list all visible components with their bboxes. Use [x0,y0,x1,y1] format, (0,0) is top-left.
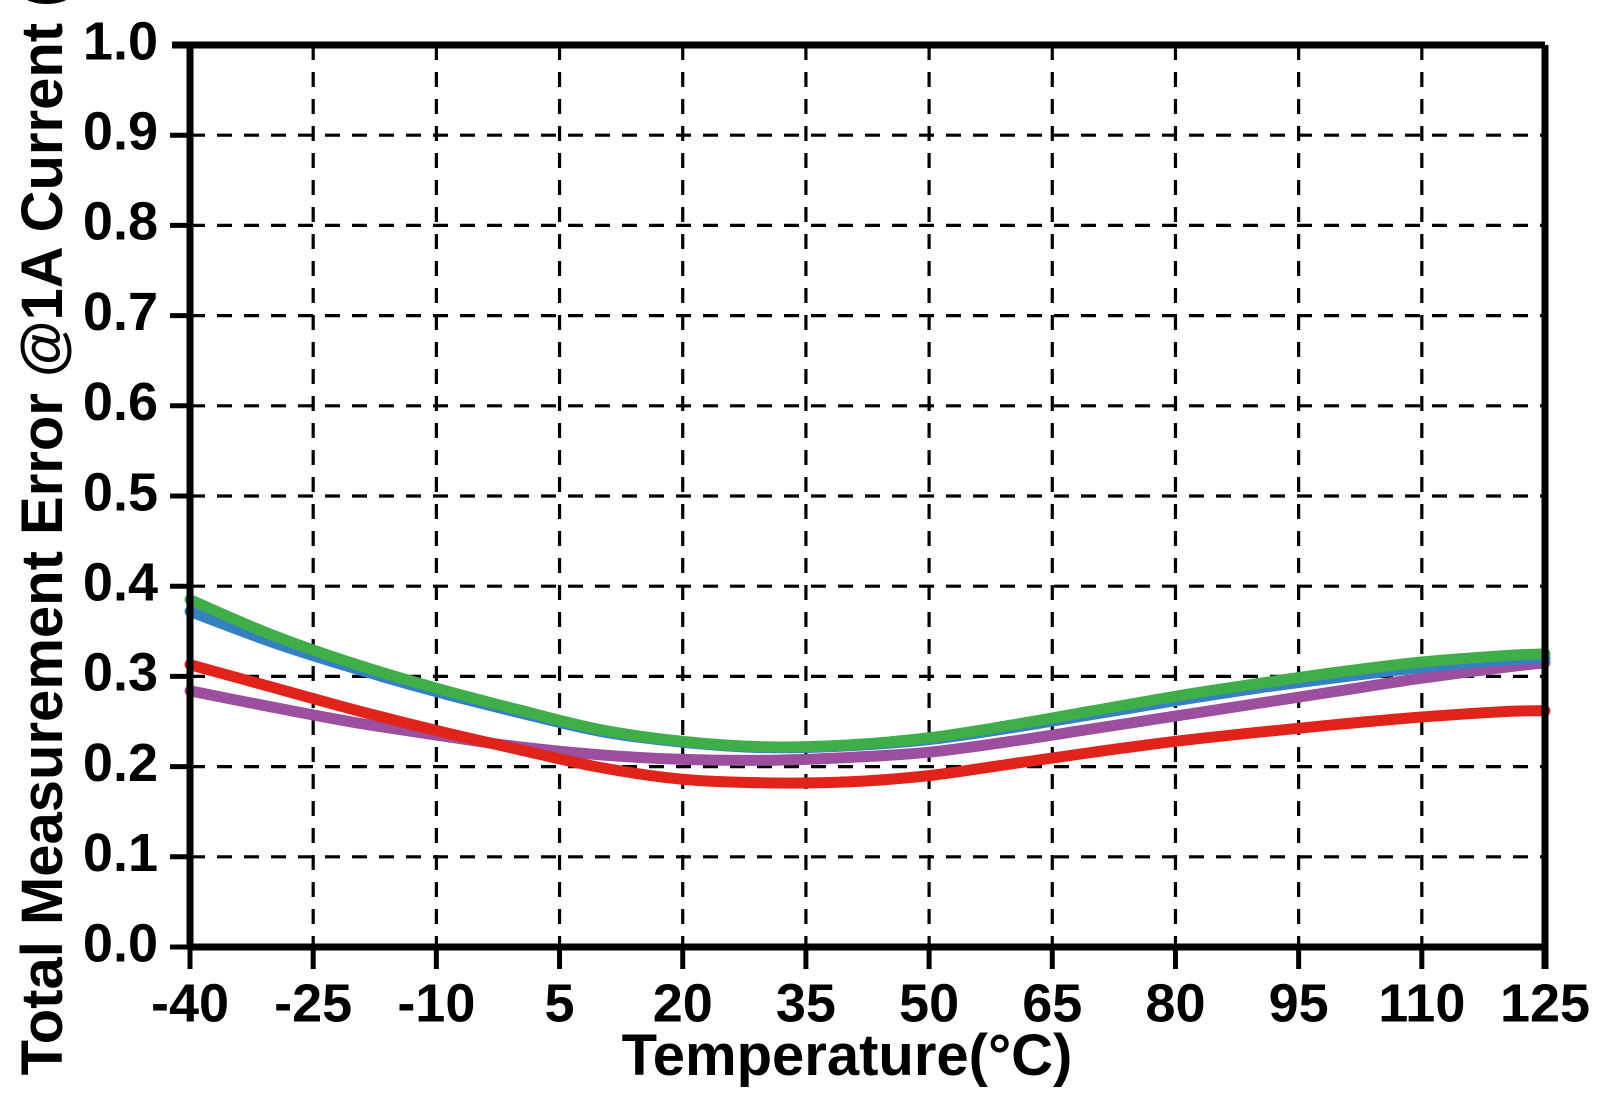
y-tick-label: 0.1 [83,823,158,883]
x-tick-label: -25 [274,973,352,1033]
x-axis-title: Temperature(°C) [622,1023,1073,1088]
y-tick-label: 1.0 [83,11,158,71]
series-group [184,594,1551,789]
y-gridlines [190,133,1545,859]
x-tick-label: 50 [899,973,959,1033]
y-axis-title: Total Measurement Error @1A Current (%) [10,0,75,1075]
x-tick-label: 65 [1022,973,1082,1033]
y-tick-label: 0.7 [83,282,158,342]
series-green-trace [184,594,1551,753]
x-tick-label: 110 [1378,973,1465,1033]
x-tick-labels: -40 -25 -10 5 20 35 50 65 80 95 110 125 [151,973,1590,1033]
series-red-trace [184,659,1551,789]
x-tick-label: 5 [545,973,575,1033]
y-tick-label: 0.8 [83,192,158,252]
y-tick-label: 0.9 [83,101,158,161]
y-tick-label: 0.5 [83,462,158,522]
x-tick-label: 80 [1145,973,1205,1033]
x-tick-label: 125 [1500,973,1590,1033]
x-tick-label: 20 [653,973,713,1033]
y-tick-label: 0.3 [83,643,158,703]
y-tick-label: 0.2 [83,733,158,793]
y-tick-label: 0.4 [83,552,158,612]
y-tick-label: 0.6 [83,372,158,432]
y-tick-labels: 0.0 0.1 0.2 0.3 0.4 0.5 0.6 0.7 0.8 0.9 1.0 [83,11,158,973]
axis-frame [172,41,1549,969]
x-tick-label: 95 [1269,973,1329,1033]
y-tick-label: 0.0 [83,913,158,973]
tick-marks [170,132,1548,969]
x-tick-label: 35 [776,973,836,1033]
x-tick-label: -10 [397,973,475,1033]
x-tick-label: -40 [151,973,229,1033]
